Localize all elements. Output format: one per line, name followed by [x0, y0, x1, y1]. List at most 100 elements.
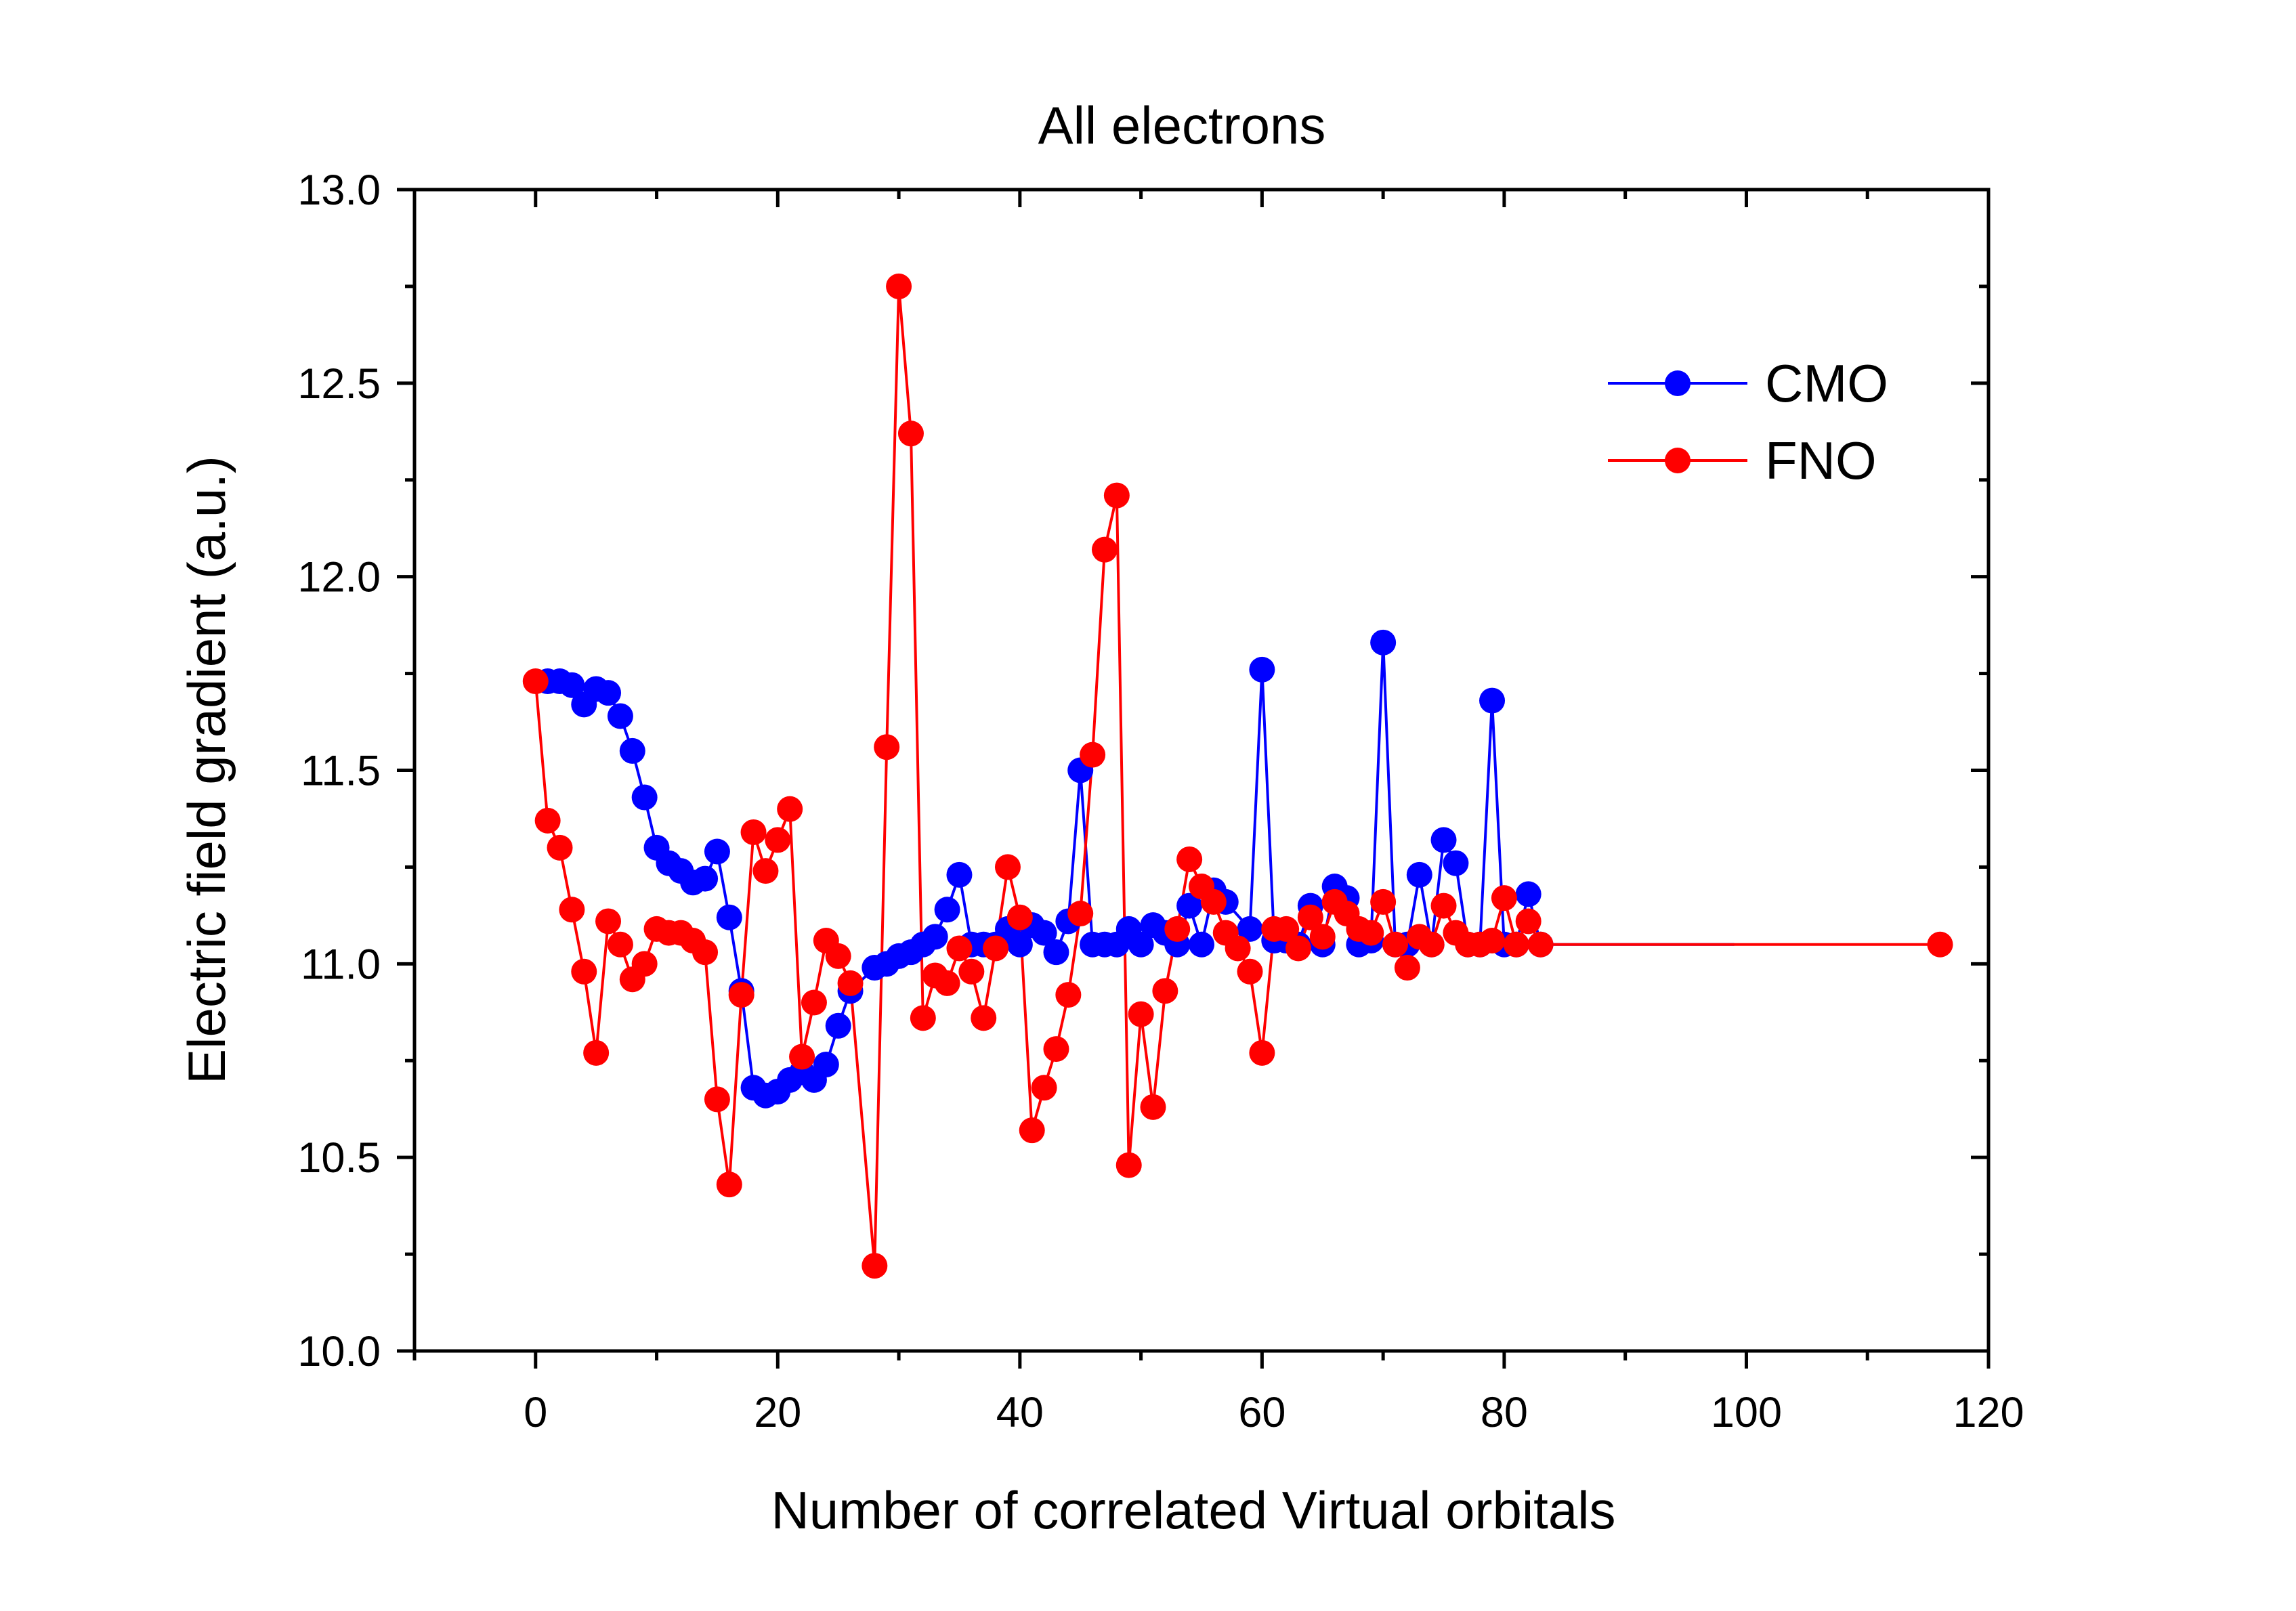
cmo-point: [1031, 920, 1057, 946]
x-tick-label: 60: [1238, 1389, 1285, 1436]
fno-point: [1103, 482, 1130, 509]
fno-point: [1418, 931, 1445, 958]
x-tick-label: 20: [754, 1389, 801, 1436]
fno-point: [874, 734, 900, 760]
chart-title: All electrons: [1038, 95, 1326, 155]
fno-point: [971, 1005, 997, 1031]
y-tick-label: 13.0: [297, 167, 381, 214]
fno-point: [740, 819, 767, 845]
fno-point: [862, 1253, 888, 1279]
y-tick-label: 11.5: [301, 748, 381, 795]
fno-point: [571, 958, 597, 985]
cmo-point: [825, 1012, 851, 1039]
x-tick-label: 80: [1481, 1389, 1528, 1436]
x-tick-label: 0: [524, 1389, 547, 1436]
legend-cmo-label: CMO: [1765, 353, 1888, 413]
fno-point: [1382, 931, 1409, 958]
fno-point: [825, 943, 851, 969]
fno-point: [1140, 1094, 1166, 1120]
fno-point: [534, 807, 561, 834]
cmo-point: [1370, 629, 1397, 656]
plot-frame: [412, 188, 1991, 1353]
fno-point: [1164, 916, 1191, 942]
cmo-point: [607, 703, 633, 729]
fno-point: [1503, 931, 1529, 958]
cmo-point: [619, 737, 645, 764]
fno-point: [1128, 1001, 1154, 1027]
legend-fno-marker: [1665, 448, 1691, 473]
fno-point: [1491, 885, 1517, 911]
cmo-point: [559, 672, 585, 698]
axis-ticks: [397, 188, 1991, 1369]
fno-point: [1019, 1117, 1045, 1144]
fno-point: [1237, 958, 1263, 985]
fno-point: [765, 827, 791, 853]
x-tick-label: 40: [996, 1389, 1044, 1436]
cmo-point: [1128, 931, 1154, 958]
y-tick-label: 10.0: [297, 1328, 381, 1375]
fno-point: [1527, 931, 1554, 958]
cmo-point: [595, 680, 622, 706]
cmo-point: [1443, 850, 1469, 876]
cmo-point: [813, 1051, 839, 1077]
fno-point: [1249, 1039, 1275, 1066]
cmo-point: [631, 784, 658, 811]
fno-point: [1225, 935, 1251, 962]
fno-point: [1430, 893, 1457, 919]
y-axis-title: Electric field gradient (a.u.): [177, 456, 236, 1084]
fno-point: [1043, 1036, 1069, 1062]
fno-point: [1309, 924, 1336, 950]
fno-point: [897, 421, 924, 447]
fno-point: [1358, 920, 1384, 946]
fno-point: [1394, 955, 1420, 981]
fno-point: [522, 668, 549, 695]
fno-point: [1067, 901, 1094, 927]
y-tick-label: 11.0: [301, 941, 381, 988]
fno-point: [692, 939, 719, 966]
fno-point: [1006, 904, 1033, 930]
series-layer: [522, 273, 1953, 1279]
legend-cmo-marker: [1665, 370, 1691, 396]
fno-point: [910, 1005, 936, 1031]
fno-point: [994, 854, 1021, 880]
cmo-point: [1249, 656, 1275, 683]
fno-point: [704, 1086, 730, 1113]
cmo-point: [946, 861, 973, 888]
x-tick-label: 120: [1953, 1389, 2024, 1436]
x-axis-title: Number of correlated Virtual orbitals: [771, 1480, 1615, 1540]
cmo-point: [1006, 931, 1033, 958]
fno-point: [1370, 888, 1397, 915]
fno-point: [1031, 1075, 1057, 1101]
cmo-point: [1043, 939, 1069, 966]
fno-point: [1297, 904, 1323, 930]
fno-point: [1479, 928, 1506, 954]
fno-point: [752, 858, 779, 884]
fno-point: [983, 935, 1009, 962]
fno-point: [1152, 978, 1178, 1004]
cmo-point: [692, 865, 719, 892]
fno-point: [1273, 916, 1300, 942]
fno-point: [958, 958, 985, 985]
fno-point: [837, 970, 864, 996]
fno-point: [934, 970, 960, 996]
fno-point: [801, 989, 827, 1016]
fno-point: [886, 273, 912, 299]
cmo-point: [1406, 861, 1432, 888]
cmo-point: [1430, 827, 1457, 853]
x-tick-label: 100: [1711, 1389, 1782, 1436]
fno-point: [1515, 908, 1542, 935]
fno-point: [946, 935, 973, 962]
y-tick-labels: 10.0 10.5 11.0 11.5 12.0 12.5 13.0: [297, 167, 381, 1375]
fno-point: [716, 1172, 742, 1198]
fno-point: [789, 1044, 815, 1070]
fno-point: [631, 951, 658, 977]
cmo-point: [1237, 916, 1263, 942]
cmo-point: [716, 904, 742, 930]
y-tick-label: 10.5: [297, 1134, 381, 1182]
y-tick-label: 12.0: [297, 554, 381, 601]
fno-point: [777, 796, 803, 822]
fno-point: [595, 908, 622, 935]
fno-point: [1927, 931, 1953, 958]
fno-point: [1091, 536, 1118, 563]
